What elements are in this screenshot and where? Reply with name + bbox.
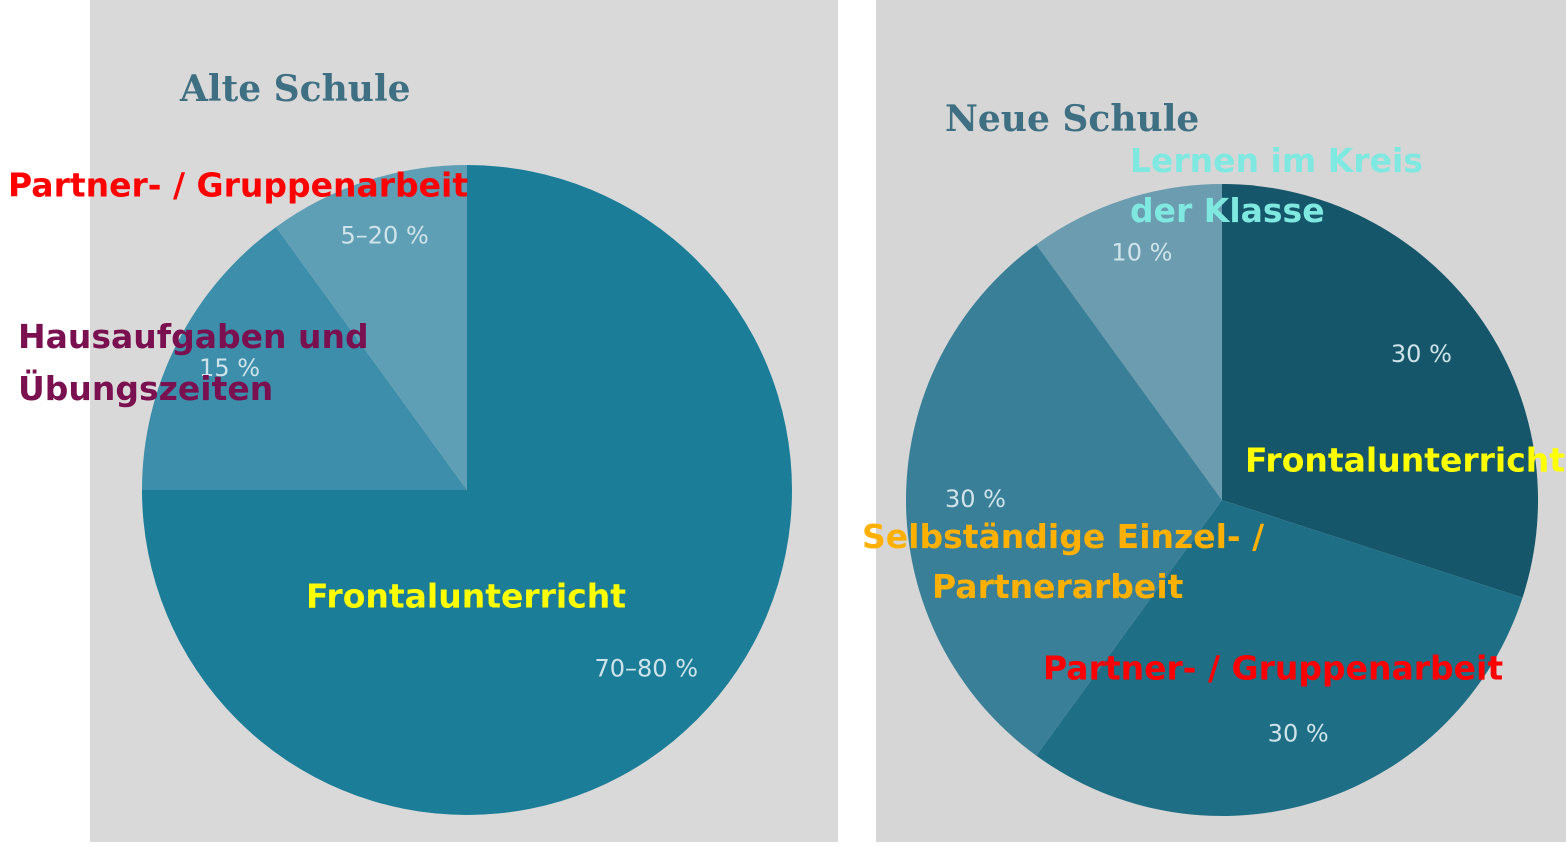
slice-label: Partner- / Gruppenarbeit — [8, 166, 468, 205]
pie-slice — [142, 227, 467, 491]
value-label: 30 % — [1268, 719, 1329, 747]
slice-label: Partner- / Gruppenarbeit — [1043, 649, 1503, 688]
slice-label: Frontalunterricht — [1245, 441, 1565, 480]
slice-label: Lernen im Kreis der Klasse — [1130, 141, 1423, 230]
value-label: 30 % — [1391, 340, 1452, 368]
value-label: 30 % — [945, 485, 1006, 513]
pie-slice — [275, 165, 467, 490]
slice-label: Frontalunterricht — [306, 577, 626, 616]
value-label: 15 % — [199, 354, 260, 382]
slice-label: Hausaufgaben und Übungszeiten — [18, 317, 369, 408]
value-label: 5–20 % — [341, 222, 429, 250]
pie-slice — [906, 244, 1222, 756]
value-label: 10 % — [1111, 239, 1172, 267]
chart-title: Neue Schule — [945, 98, 1199, 140]
slice-label: Selbständige Einzel- / Partnerarbeit — [862, 517, 1265, 606]
value-label: 70–80 % — [594, 654, 698, 682]
chart-title: Alte Schule — [179, 68, 411, 110]
pie-slice — [1222, 184, 1538, 598]
pie-slice — [1036, 184, 1222, 500]
pie-slice — [1036, 500, 1523, 816]
